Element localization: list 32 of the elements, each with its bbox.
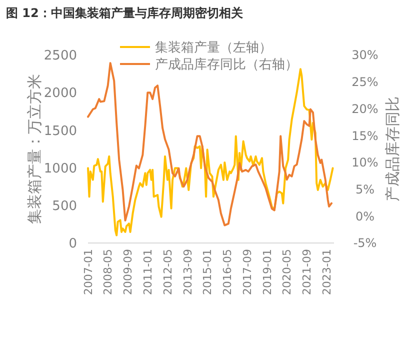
x-tick-label: 2009-09 xyxy=(122,249,135,295)
x-tick-label: 2007-01 xyxy=(82,249,95,295)
x-tick-label: 2012-05 xyxy=(161,249,174,295)
y2-tick-label: 30% xyxy=(352,48,378,62)
x-tick-label: 2021-09 xyxy=(300,249,314,295)
y-tick-label: 2500 xyxy=(44,48,77,64)
x-tick-label: 2019-01 xyxy=(260,249,274,295)
y2-tick-label: 20% xyxy=(352,102,378,116)
x-tick-label: 2015-01 xyxy=(201,249,214,295)
legend-label: 产成品库存同比（右轴） xyxy=(155,58,298,73)
x-tick-label: 2017-09 xyxy=(240,249,254,295)
y-tick-label: 1500 xyxy=(44,124,77,139)
x-tick-label: 2011-01 xyxy=(142,249,154,295)
y2-tick-label: 25% xyxy=(352,75,378,90)
y-tick-label: 0 xyxy=(68,236,77,252)
y2-axis-title: 产成品库存同比 xyxy=(383,96,402,202)
y-tick-label: 1000 xyxy=(44,161,77,176)
y2-tick-label: 5% xyxy=(355,182,375,196)
y-axis-title: 集装箱产量：万立方米 xyxy=(25,74,44,224)
chart-title: 图 12：中国集装箱产量与库存周期密切相关 xyxy=(6,6,244,20)
x-tick-label: 2013-09 xyxy=(181,249,194,295)
x-tick-label: 2008-05 xyxy=(102,249,115,295)
y2-tick-label: 10% xyxy=(352,156,378,170)
y2-tick-label: -5% xyxy=(353,236,377,250)
legend-label: 集装箱产量（左轴） xyxy=(155,40,272,56)
y-tick-label: 500 xyxy=(52,198,77,214)
x-tick-label: 2023-01 xyxy=(320,249,334,295)
x-tick-label: 2020-05 xyxy=(280,249,294,295)
y2-tick-label: 0% xyxy=(355,209,375,224)
y-tick-label: 2000 xyxy=(44,86,77,102)
y2-tick-label: 15% xyxy=(352,128,378,143)
x-tick-label: 2016-05 xyxy=(221,249,234,295)
